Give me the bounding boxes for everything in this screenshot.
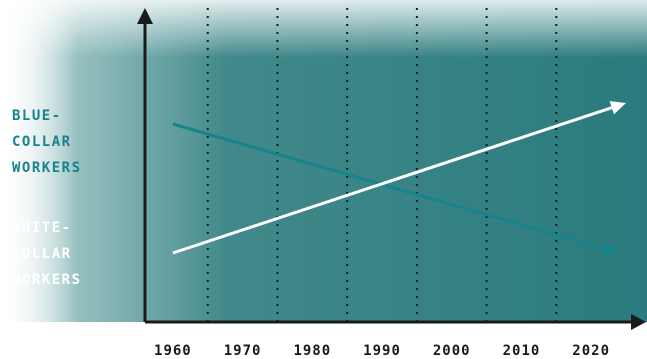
x-tick-label: 1980 [293, 343, 331, 359]
x-tick-label: 1960 [154, 343, 192, 359]
series-lines [172, 101, 627, 256]
chart-background-top-fade [0, 0, 647, 322]
x-tick-label: 2000 [433, 343, 471, 359]
legend-white-collar: WHITE- COLLAR WORKERS [12, 220, 82, 288]
x-tick-label: 1990 [363, 343, 401, 359]
series-arrowhead-icon-0 [602, 242, 620, 256]
series-arrowhead-icon-1 [609, 101, 627, 115]
legend-blue-collar: BLUE- COLLAR WORKERS [12, 108, 82, 176]
x-tick-label: 2020 [572, 343, 610, 359]
x-axis-arrow-icon [631, 314, 646, 330]
x-tick-label: 2010 [503, 343, 541, 359]
series-line-0 [172, 122, 606, 251]
x-tick-labels: 1960 1970 1980 1990 2000 2010 2020 [154, 343, 610, 359]
series-line-1 [172, 106, 613, 255]
x-tick-label: 1970 [224, 343, 262, 359]
y-axis-arrow-icon [137, 8, 153, 24]
